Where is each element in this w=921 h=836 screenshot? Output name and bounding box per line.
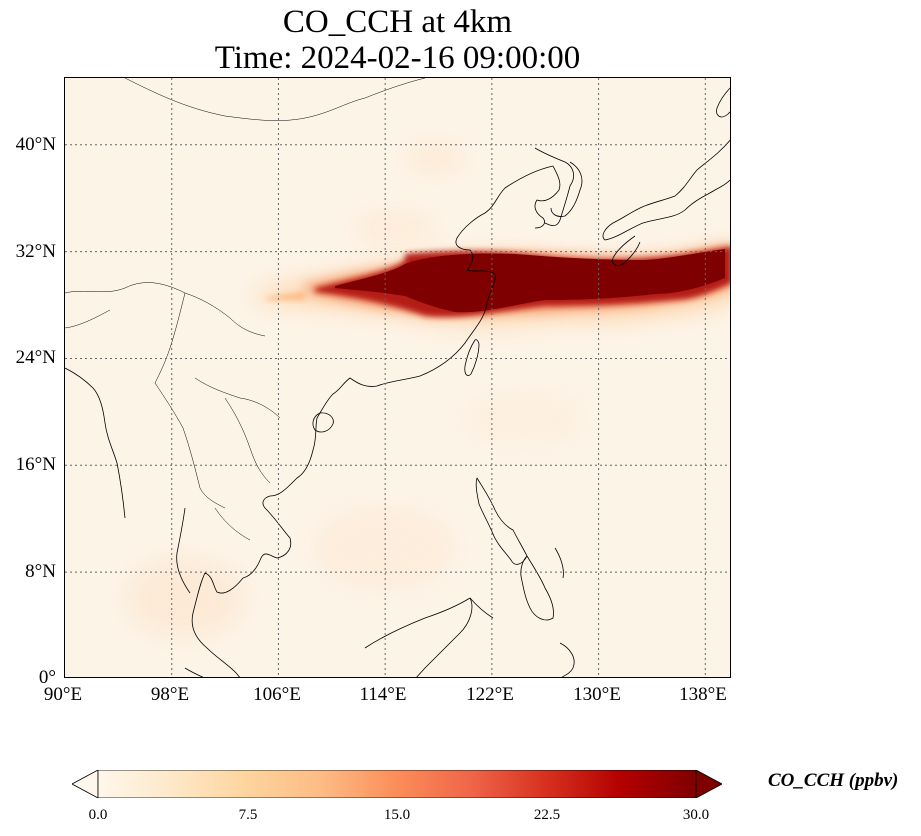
colorbar-tick-label: 7.5 [238, 807, 258, 823]
colorbar-tick-label: 15.0 [383, 807, 411, 823]
lat-tick-label: 16°N [15, 454, 56, 475]
colorbar-gradient [97, 770, 697, 798]
lat-tick-label: 8°N [25, 561, 56, 582]
plot-subtitle-time: Time: 2024-02-16 09:00:00 [214, 40, 581, 76]
coastlines [65, 87, 730, 677]
colorbar-tick-label: 0.0 [88, 807, 108, 823]
lon-tick-label: 114°E [359, 684, 407, 705]
colorbar-tick-label: 30.0 [682, 807, 710, 823]
colorbar-label: CO_CCH (ppbv) [768, 770, 899, 791]
lat-tick-label: 40°N [15, 134, 56, 155]
lon-tick-label: 106°E [253, 684, 301, 705]
map-canvas [65, 78, 730, 677]
gridlines [65, 78, 730, 677]
lat-tick-label: 0° [38, 667, 56, 688]
plot-title: CO_CCH at 4km [282, 4, 513, 40]
colorbar-max-extend [695, 770, 722, 798]
colorbar-tick-label: 22.5 [533, 807, 561, 823]
lon-tick-label: 138°E [679, 684, 727, 705]
lon-tick-label: 130°E [573, 684, 621, 705]
country-borders [65, 78, 426, 541]
lon-tick-label: 122°E [466, 684, 514, 705]
map-panel [64, 77, 731, 678]
lon-tick-label: 98°E [150, 684, 190, 705]
colorbar [72, 770, 722, 798]
colorbar-min-extend [72, 770, 99, 798]
lon-tick-label: 90°E [43, 684, 83, 705]
co-plume [255, 244, 730, 320]
lat-tick-label: 32°N [15, 241, 56, 262]
lat-tick-label: 24°N [15, 347, 56, 368]
